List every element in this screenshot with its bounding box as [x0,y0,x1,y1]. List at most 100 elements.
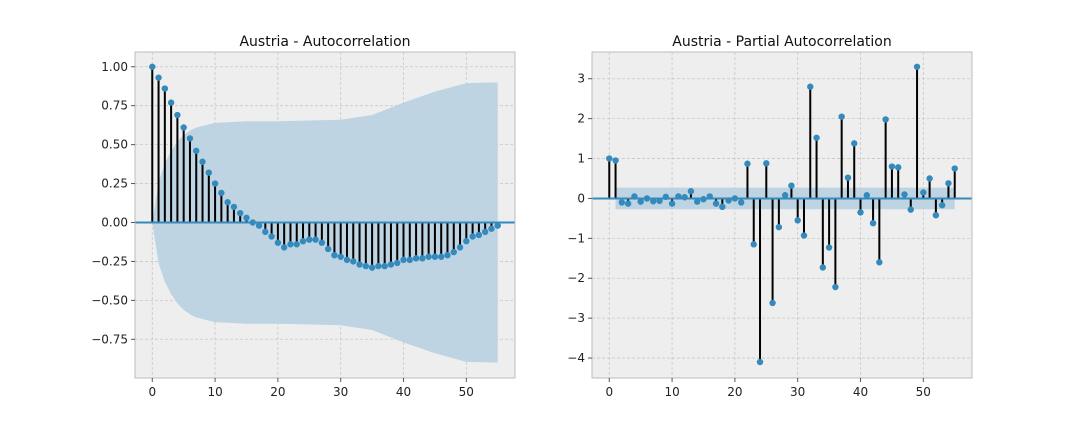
pacf-chart: 0 10 20 30 40 50 −4 −3 −2 −1 0 1 2 3 Austria - Partial… [567,34,973,399]
data-point [249,219,256,226]
data-point [318,239,326,246]
y-tick-label: −1 [567,231,585,245]
data-point [668,200,676,207]
x-tick-label: 20 [727,385,742,399]
data-point [920,189,927,196]
x-tick-label: 0 [605,385,613,399]
data-point [394,259,401,267]
y-tick-label: −0.25 [91,254,128,268]
data-point [368,264,376,271]
y-tick-label: 0.50 [101,138,128,152]
data-point [488,225,495,232]
data-point [155,74,162,81]
data-point [331,251,338,259]
data-point [606,155,613,162]
data-point [694,198,701,205]
x-tick-label: 20 [270,385,285,399]
data-point [775,223,783,231]
plot-area [592,52,972,378]
data-point [643,195,651,202]
data-point [456,244,464,251]
data-point [237,209,244,217]
data-point [888,163,896,170]
data-point [199,158,206,165]
data-point [350,258,357,265]
data-point [857,209,864,216]
y-tick-label: 1.00 [101,60,128,74]
data-point [419,255,426,262]
data-point [662,193,670,201]
data-point [788,182,795,189]
x-tick-label: 40 [853,385,868,399]
y-tick-label: −0.75 [91,332,128,346]
y-tick-label: 0 [577,191,585,205]
y-tick-label: 2 [577,112,585,126]
data-point [431,253,439,260]
y-tick-label: 0.00 [101,215,128,229]
data-point [167,99,175,106]
data-point [869,219,877,227]
data-point [737,199,745,206]
data-point [750,241,757,248]
data-point [437,253,445,260]
data-point [293,241,300,248]
data-point [274,239,282,246]
y-tick-label: 0.25 [101,177,128,191]
data-point [356,261,363,268]
data-point [838,113,845,120]
data-point [706,193,713,200]
data-point [337,253,344,260]
data-point [324,245,332,253]
x-tick-label: 30 [790,385,805,399]
data-point [637,198,644,205]
data-point [412,255,420,262]
data-point [224,199,231,206]
data-point [299,237,307,245]
chart-title: Austria - Partial Autocorrelation [672,34,891,50]
y-tick-label: −3 [567,311,585,325]
data-point [813,134,820,141]
data-point [756,358,764,366]
data-point [712,200,720,207]
data-point [800,232,808,239]
data-point [211,180,219,187]
data-point [494,222,501,229]
axes-frame [134,51,516,379]
data-point [631,193,638,200]
data-point [381,262,388,270]
data-point [450,248,457,256]
data-point [781,192,789,199]
y-tick-label: 1 [577,152,585,166]
data-point [149,63,156,70]
data-point [469,233,476,240]
data-point [262,228,269,236]
data-point [650,198,657,205]
data-point [926,175,933,182]
chart-title: Austria - Autocorrelation [239,34,410,50]
data-point [612,157,619,164]
data-point [807,83,814,90]
y-tick-label: 0.75 [101,99,128,113]
data-point [725,197,732,204]
data-point [193,147,200,155]
data-point [268,233,275,240]
data-point [306,236,313,243]
data-point [687,188,695,195]
x-tick-label: 30 [333,385,348,399]
data-point [744,160,751,167]
data-point [444,251,451,259]
data-point [481,228,489,236]
data-point [656,197,663,205]
data-point [463,237,470,245]
data-point [863,192,870,199]
data-point [907,206,914,213]
y-tick-label: −4 [567,351,585,365]
data-point [255,222,263,229]
x-tick-label: 50 [916,385,931,399]
data-point [832,283,839,291]
axes-frame [591,51,973,379]
data-point [362,262,370,270]
data-point [475,231,483,239]
data-point [218,189,225,197]
